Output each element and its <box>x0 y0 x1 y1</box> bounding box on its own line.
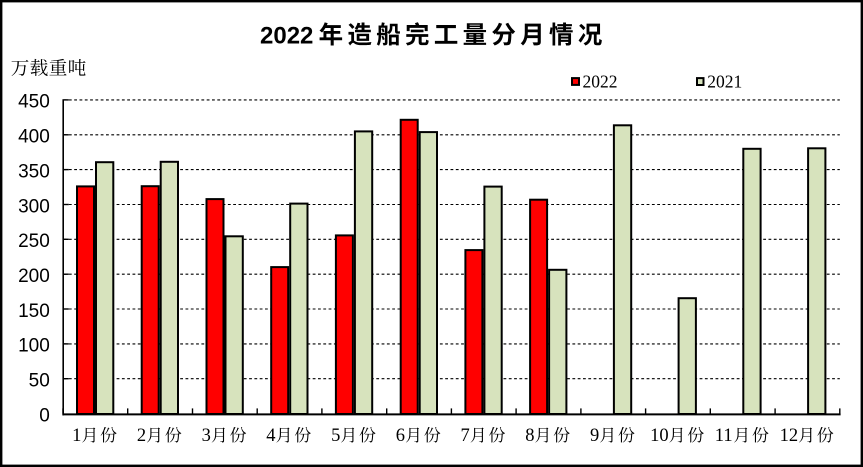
svg-text:450: 450 <box>18 92 50 113</box>
svg-text:8: 8 <box>525 426 534 446</box>
svg-text:300: 300 <box>18 196 50 217</box>
svg-text:2021: 2021 <box>707 72 742 92</box>
svg-text:4: 4 <box>266 426 275 446</box>
svg-text:100: 100 <box>18 336 50 357</box>
svg-text:200: 200 <box>18 266 50 287</box>
svg-text:0: 0 <box>39 405 50 426</box>
svg-text:10: 10 <box>650 426 669 446</box>
svg-text:2: 2 <box>137 426 146 446</box>
svg-text:50: 50 <box>29 371 50 392</box>
svg-text:9: 9 <box>590 426 599 446</box>
svg-text:6: 6 <box>396 426 405 446</box>
svg-text:350: 350 <box>18 161 50 182</box>
svg-text:150: 150 <box>18 301 50 322</box>
svg-text:2022: 2022 <box>260 22 313 49</box>
svg-text:250: 250 <box>18 231 50 252</box>
svg-text:400: 400 <box>18 127 50 148</box>
svg-text:3: 3 <box>202 426 211 446</box>
svg-text:2022: 2022 <box>583 72 618 92</box>
svg-text:1: 1 <box>72 426 81 446</box>
svg-text:5: 5 <box>331 426 340 446</box>
svg-text:12: 12 <box>780 426 799 446</box>
svg-text:7: 7 <box>461 426 470 446</box>
svg-text:11: 11 <box>715 426 733 446</box>
